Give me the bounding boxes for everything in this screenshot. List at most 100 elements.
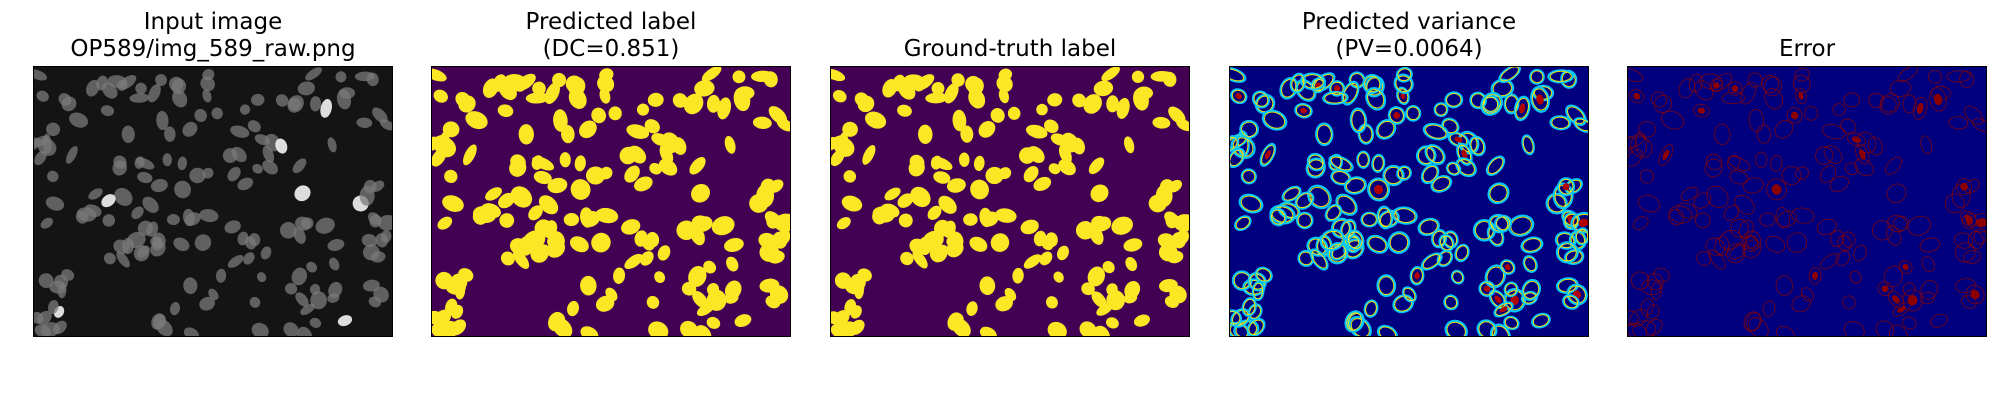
nucleus bbox=[133, 245, 150, 262]
nucleus bbox=[599, 166, 613, 180]
nucleus bbox=[532, 156, 555, 171]
nucleus bbox=[1346, 229, 1365, 251]
nucleus bbox=[676, 220, 697, 241]
nucleus bbox=[569, 236, 589, 253]
nucleus bbox=[1632, 320, 1657, 336]
nucleus bbox=[465, 111, 488, 130]
nucleus bbox=[1476, 319, 1498, 336]
nucleus bbox=[275, 138, 288, 154]
nucleus bbox=[1039, 251, 1053, 266]
nucleus bbox=[227, 166, 241, 182]
nucleus bbox=[1343, 83, 1358, 104]
nucleus bbox=[1133, 88, 1149, 111]
nucleus bbox=[1443, 294, 1459, 311]
nucleus bbox=[1892, 295, 1900, 304]
nucleus bbox=[1309, 248, 1329, 271]
nucleus bbox=[1821, 123, 1846, 140]
nucleus bbox=[1419, 219, 1438, 235]
nucleus bbox=[1960, 182, 1968, 191]
nucleus bbox=[1489, 323, 1512, 336]
nucleus bbox=[1239, 119, 1259, 139]
nucleus bbox=[458, 268, 474, 282]
nucleus bbox=[1456, 142, 1473, 166]
nucleus bbox=[978, 120, 996, 138]
nucleus bbox=[1394, 208, 1416, 223]
nucleus bbox=[1454, 243, 1470, 263]
nucleus bbox=[1573, 117, 1588, 133]
nucleus bbox=[1230, 136, 1238, 151]
nucleus bbox=[1233, 319, 1260, 336]
nucleus bbox=[38, 273, 54, 289]
nucleus bbox=[1530, 86, 1550, 113]
nucleus bbox=[1743, 177, 1764, 194]
nucleus bbox=[1884, 156, 1903, 175]
nucleus bbox=[1645, 318, 1663, 336]
error-image bbox=[1627, 66, 1987, 337]
nucleus bbox=[1564, 213, 1579, 229]
nucleus bbox=[1503, 315, 1520, 331]
nucleus bbox=[1902, 263, 1909, 271]
nucleus bbox=[445, 298, 458, 316]
nucleus bbox=[1558, 179, 1574, 195]
nucleus bbox=[61, 269, 75, 281]
nucleus bbox=[1124, 280, 1141, 299]
nucleus bbox=[1638, 120, 1656, 138]
nucleus bbox=[844, 299, 857, 315]
nucleus bbox=[1433, 102, 1449, 118]
nucleus bbox=[1106, 95, 1119, 113]
nucleus bbox=[194, 108, 207, 123]
nucleus bbox=[251, 322, 269, 336]
nucleus bbox=[1397, 166, 1411, 180]
nucleus bbox=[1912, 96, 1928, 120]
nucleus bbox=[1097, 216, 1112, 231]
nucleus bbox=[75, 210, 89, 224]
nucleus bbox=[1484, 264, 1507, 289]
nucleus bbox=[363, 179, 377, 194]
nucleus bbox=[243, 252, 255, 265]
nucleus bbox=[1491, 325, 1510, 336]
nucleus bbox=[244, 236, 257, 250]
nucleus bbox=[1299, 72, 1326, 91]
nucleus bbox=[114, 187, 133, 207]
nucleus bbox=[565, 75, 583, 93]
nucleus bbox=[948, 231, 964, 249]
nucleus bbox=[1524, 256, 1537, 272]
nucleus bbox=[697, 216, 713, 231]
nucleus bbox=[283, 322, 299, 336]
nucleus bbox=[624, 253, 643, 270]
nucleus bbox=[836, 216, 851, 230]
nucleus bbox=[1907, 215, 1932, 236]
nucleus bbox=[1875, 320, 1895, 336]
nucleus bbox=[644, 119, 660, 134]
nucleus bbox=[706, 94, 721, 113]
nucleus bbox=[69, 112, 89, 128]
nucleus bbox=[1762, 300, 1776, 317]
nucleus bbox=[946, 178, 966, 193]
nucleus bbox=[624, 165, 640, 183]
nucleus bbox=[1343, 176, 1367, 195]
nucleus bbox=[1452, 271, 1464, 283]
nucleus bbox=[1326, 205, 1341, 221]
nucleus bbox=[1341, 80, 1360, 106]
nucleus bbox=[199, 296, 216, 311]
nucleus bbox=[1230, 147, 1246, 169]
predicted-label-image bbox=[431, 66, 791, 337]
nucleus bbox=[1232, 310, 1249, 326]
nucleus bbox=[1493, 301, 1514, 318]
nucleus bbox=[525, 92, 550, 104]
nucleus bbox=[1628, 136, 1637, 152]
nucleus bbox=[1322, 90, 1349, 105]
nucleus bbox=[442, 121, 460, 138]
panel-title: Input image bbox=[143, 9, 283, 35]
nucleus bbox=[1920, 135, 1933, 155]
nucleus bbox=[1233, 272, 1251, 289]
nucleus bbox=[658, 158, 678, 176]
nucleus bbox=[628, 145, 647, 164]
nucleus bbox=[262, 145, 275, 163]
nucleus bbox=[1247, 303, 1263, 321]
nucleus bbox=[1396, 165, 1412, 181]
nucleus bbox=[1079, 321, 1097, 336]
nucleus bbox=[1883, 265, 1903, 288]
nucleus bbox=[693, 325, 712, 336]
nucleus bbox=[995, 296, 1013, 312]
